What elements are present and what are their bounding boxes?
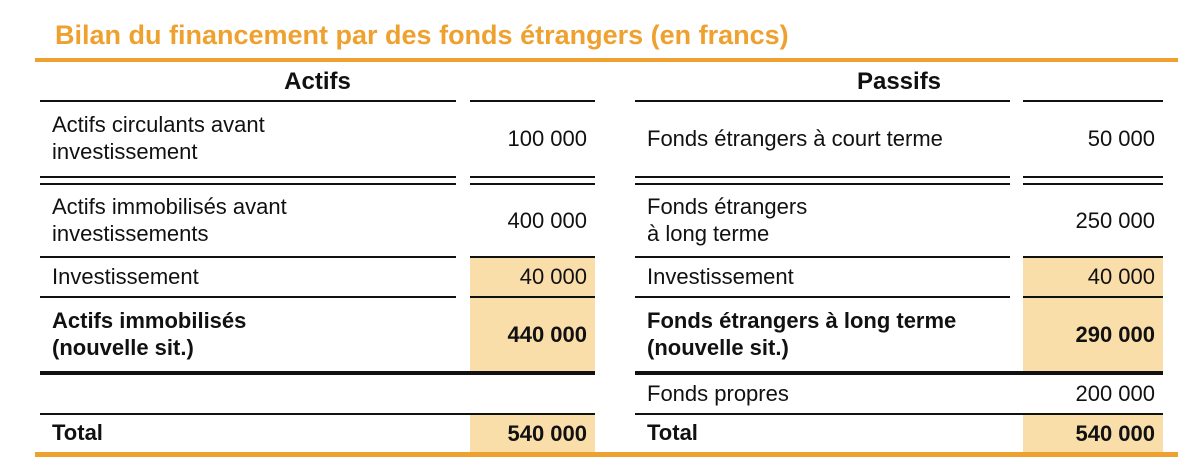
- rule-gap: [456, 176, 470, 185]
- separator-line: [40, 176, 595, 185]
- row-value: 40 000: [1023, 258, 1163, 296]
- rule-segment: [1023, 176, 1163, 185]
- rule-gap: [456, 100, 470, 102]
- row-label: Fonds étrangers à court terme: [647, 125, 943, 151]
- balance-tables: Actifs Actifs circulants avant investisse…: [40, 64, 1198, 452]
- rule-segment: [1023, 256, 1163, 258]
- separator-line: [635, 176, 1163, 185]
- table-row: Fonds étrangers à long terme (nouvelle s…: [635, 298, 1163, 371]
- row-value: 400 000: [507, 207, 587, 233]
- rule-segment: [470, 256, 595, 258]
- separator-line: [635, 371, 1163, 375]
- row-label: Actifs circulants avant investissement: [52, 112, 265, 164]
- page-title: Bilan du financement par des fonds étran…: [55, 20, 789, 50]
- column-header: Passifs: [856, 68, 942, 95]
- rule-gap: [1010, 296, 1023, 298]
- title-rule: [35, 58, 1178, 62]
- rule-segment: [40, 100, 456, 102]
- rule-segment: [40, 296, 456, 298]
- separator-line: [635, 100, 1163, 102]
- row-value: 440 000: [470, 298, 595, 371]
- table-row: Fonds étrangers à court terme 50 000: [635, 102, 1163, 176]
- rule-gap: [456, 256, 470, 258]
- row-value: 540 000: [1023, 415, 1163, 452]
- row-label: Total: [647, 420, 698, 446]
- separator-line: [635, 296, 1163, 298]
- table-row: Total 540 000: [40, 415, 595, 452]
- separator-line: [40, 371, 595, 375]
- table-row: Actifs immobilisés (nouvelle sit.) 440 00…: [40, 298, 595, 371]
- table-actifs: Actifs Actifs circulants avant investisse…: [40, 64, 595, 452]
- rule-segment: [635, 100, 1010, 102]
- row-label: Investissement: [52, 263, 199, 289]
- row-label: Total: [52, 420, 103, 446]
- row-label: Actifs immobilisés avant investissements: [52, 193, 287, 246]
- rule-gap: [456, 296, 470, 298]
- table-row: Investissement 40 000: [635, 258, 1163, 296]
- separator-line: [635, 413, 1163, 415]
- row-label: Fonds étrangers à long terme (nouvelle s…: [647, 307, 957, 360]
- separator-line: [40, 100, 595, 102]
- row-value: 540 000: [470, 415, 595, 452]
- table-row: Actifs immobilisés avant investissements…: [40, 185, 595, 256]
- row-value: 50 000: [1087, 126, 1155, 151]
- row-label: Actifs immobilisés (nouvelle sit.): [52, 307, 247, 360]
- row-label: Fonds étrangers à long terme: [647, 193, 808, 246]
- rule-segment: [470, 176, 595, 185]
- rule-segment: [635, 256, 1010, 258]
- rule-segment: [470, 296, 595, 298]
- rule-segment: [635, 296, 1010, 298]
- rule-segment: [1023, 296, 1163, 298]
- separator-line: [40, 256, 595, 258]
- rule-segment: [40, 176, 456, 185]
- rule-segment: [1023, 100, 1163, 102]
- bottom-rule: [35, 452, 1178, 457]
- table-row: Fonds propres 200 000: [635, 375, 1163, 413]
- separator-line: [635, 256, 1163, 258]
- table-row: Investissement 40 000: [40, 258, 595, 296]
- row-value: 40 000: [470, 258, 595, 296]
- row-value: 200 000: [1075, 381, 1155, 406]
- rule-segment: [470, 100, 595, 102]
- table-row: Fonds étrangers à long terme 250 000: [635, 185, 1163, 256]
- row-label: Fonds propres: [647, 380, 789, 406]
- empty-row: [40, 375, 595, 413]
- row-value: 290 000: [1023, 298, 1163, 371]
- rule-segment: [40, 256, 456, 258]
- table-row: Actifs circulants avant investissement 10…: [40, 102, 595, 176]
- column-header: Actifs: [284, 68, 351, 95]
- separator-line: [40, 413, 595, 415]
- table-passifs: Passifs Fonds étrangers à court terme 50 0…: [635, 64, 1163, 452]
- row-value: 250 000: [1075, 207, 1155, 233]
- row-value: 100 000: [507, 126, 587, 151]
- table-row: Total 540 000: [635, 415, 1163, 452]
- rule-segment: [635, 176, 1010, 185]
- rule-gap: [1010, 176, 1023, 185]
- rule-gap: [1010, 256, 1023, 258]
- separator-line: [40, 296, 595, 298]
- row-value: [470, 375, 595, 413]
- row-label: Investissement: [647, 263, 794, 289]
- rule-gap: [1010, 100, 1023, 102]
